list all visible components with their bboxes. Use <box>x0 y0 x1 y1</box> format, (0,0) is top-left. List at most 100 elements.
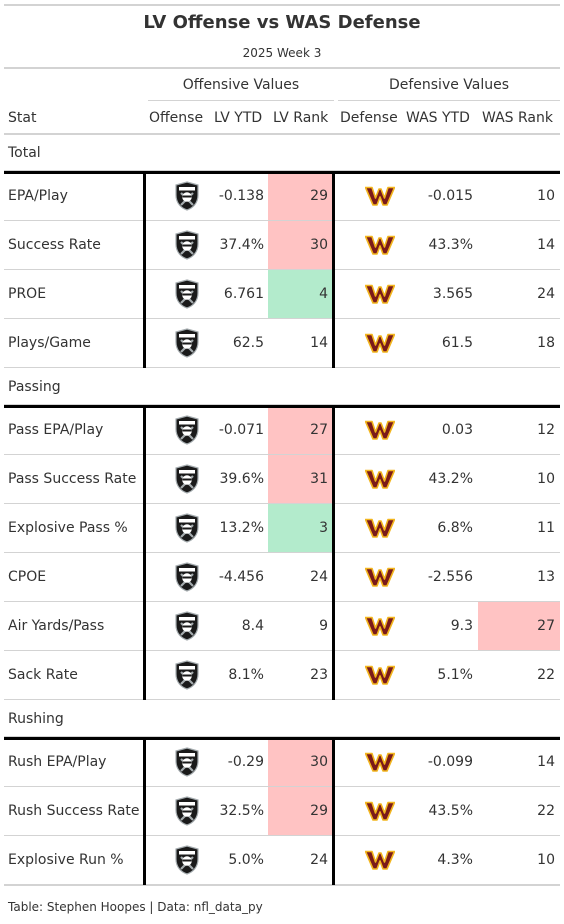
table-row: PROE 6.761 4 3.565 24 <box>0 270 564 319</box>
was-rank-value: 14 <box>537 754 555 770</box>
row-rule <box>4 220 560 221</box>
raiders-logo-icon <box>148 504 226 552</box>
row-rule <box>4 699 560 700</box>
was-rank-value: 11 <box>537 520 555 536</box>
lv-ytd-value: 32.5% <box>219 803 264 819</box>
was-rank-value: 27 <box>537 618 555 634</box>
stat-name: PROE <box>8 286 47 302</box>
defense-divider <box>332 172 335 368</box>
table-row: Sack Rate 8.1% 23 5.1% 22 <box>0 651 564 700</box>
lv-ytd-value: 6.761 <box>223 286 264 302</box>
was-rank-value: 14 <box>537 237 555 253</box>
was-ytd-value: 61.5 <box>441 335 473 351</box>
table-row: Explosive Pass % 13.2% 3 6.8% 11 <box>0 504 564 553</box>
defense-spanner: Defensive Values <box>388 77 510 93</box>
section-label: Total <box>8 145 41 161</box>
was-ytd-value: 43.5% <box>428 803 473 819</box>
was-ytd-value: -2.556 <box>427 569 473 585</box>
table-row: Pass EPA/Play -0.071 27 0.03 12 <box>0 406 564 455</box>
row-rule <box>4 503 560 504</box>
was-ytd-value: 5.1% <box>437 667 473 683</box>
commanders-logo-icon <box>336 172 424 220</box>
defense-divider <box>332 738 335 885</box>
lv-rank-value: 30 <box>310 754 328 770</box>
col-was-rank: WAS Rank <box>482 110 553 126</box>
offense-divider <box>143 172 146 368</box>
lv-rank-highlight <box>268 738 332 786</box>
table-row: CPOE -4.456 24 -2.556 13 <box>0 553 564 602</box>
raiders-logo-icon <box>148 270 226 318</box>
row-rule <box>4 786 560 787</box>
row-rule <box>4 552 560 553</box>
raiders-logo-icon <box>148 738 226 786</box>
col-was-ytd: WAS YTD <box>406 110 470 126</box>
commanders-logo-icon <box>336 836 424 884</box>
raiders-logo-icon <box>148 172 226 220</box>
lv-ytd-value: -0.29 <box>227 754 264 770</box>
lv-rank-highlight <box>268 406 332 454</box>
header-rule <box>4 67 560 69</box>
colhead-rule <box>4 133 560 135</box>
stat-name: EPA/Play <box>8 188 68 204</box>
table-title: LV Offense vs WAS Defense <box>143 12 421 33</box>
table-row: Pass Success Rate 39.6% 31 43.2% 10 <box>0 455 564 504</box>
commanders-logo-icon <box>336 406 424 454</box>
was-rank-value: 12 <box>537 422 555 438</box>
commanders-logo-icon <box>336 504 424 552</box>
row-rule <box>4 367 560 368</box>
lv-rank-value: 27 <box>310 422 328 438</box>
lv-rank-value: 29 <box>310 803 328 819</box>
lv-rank-value: 29 <box>310 188 328 204</box>
row-rule <box>4 601 560 602</box>
commanders-logo-icon <box>336 651 424 699</box>
table-subtitle: 2025 Week 3 <box>242 46 322 60</box>
lv-rank-value: 24 <box>310 852 328 868</box>
was-ytd-value: 6.8% <box>437 520 473 536</box>
raiders-logo-icon <box>148 836 226 884</box>
offense-spanner: Offensive Values <box>182 77 300 93</box>
lv-rank-value: 23 <box>310 667 328 683</box>
lv-rank-value: 30 <box>310 237 328 253</box>
col-offense: Offense <box>149 110 204 126</box>
lv-rank-value: 24 <box>310 569 328 585</box>
row-rule <box>4 269 560 270</box>
raiders-logo-icon <box>148 602 226 650</box>
table-row: Success Rate 37.4% 30 43.3% 14 <box>0 221 564 270</box>
col-lv-rank: LV Rank <box>273 110 329 126</box>
row-rule <box>4 454 560 455</box>
stat-name: CPOE <box>8 569 47 585</box>
lv-rank-highlight <box>268 455 332 503</box>
lv-rank-value: 9 <box>319 618 328 634</box>
was-rank-value: 22 <box>537 667 555 683</box>
lv-rank-value: 31 <box>310 471 328 487</box>
table-row: Explosive Run % 5.0% 24 4.3% 10 <box>0 836 564 885</box>
section-label: Rushing <box>8 711 64 727</box>
lv-rank-value: 4 <box>319 286 328 302</box>
lv-rank-value: 14 <box>310 335 328 351</box>
lv-ytd-value: 8.4 <box>241 618 264 634</box>
lv-ytd-value: 5.0% <box>228 852 264 868</box>
commanders-logo-icon <box>336 455 424 503</box>
was-rank-value: 24 <box>537 286 555 302</box>
lv-rank-highlight <box>268 221 332 269</box>
stat-name: Explosive Pass % <box>8 520 128 536</box>
was-ytd-value: 43.3% <box>428 237 473 253</box>
commanders-logo-icon <box>336 738 424 786</box>
bottom-rule <box>4 884 560 886</box>
lv-ytd-value: 13.2% <box>219 520 264 536</box>
table-source-note: Table: Stephen Hoopes | Data: nfl_data_p… <box>8 900 263 914</box>
offense-spanner-line <box>148 100 334 101</box>
lv-ytd-value: 37.4% <box>219 237 264 253</box>
raiders-logo-icon <box>148 319 226 367</box>
raiders-logo-icon <box>148 406 226 454</box>
was-rank-value: 10 <box>537 188 555 204</box>
row-rule <box>4 650 560 651</box>
was-ytd-value: 4.3% <box>437 852 473 868</box>
lv-ytd-value: -0.071 <box>218 422 264 438</box>
stat-name: Explosive Run % <box>8 852 124 868</box>
stat-name: Rush Success Rate <box>8 803 140 819</box>
offense-divider <box>143 406 146 700</box>
lv-rank-highlight <box>268 270 332 318</box>
lv-rank-highlight <box>268 172 332 220</box>
